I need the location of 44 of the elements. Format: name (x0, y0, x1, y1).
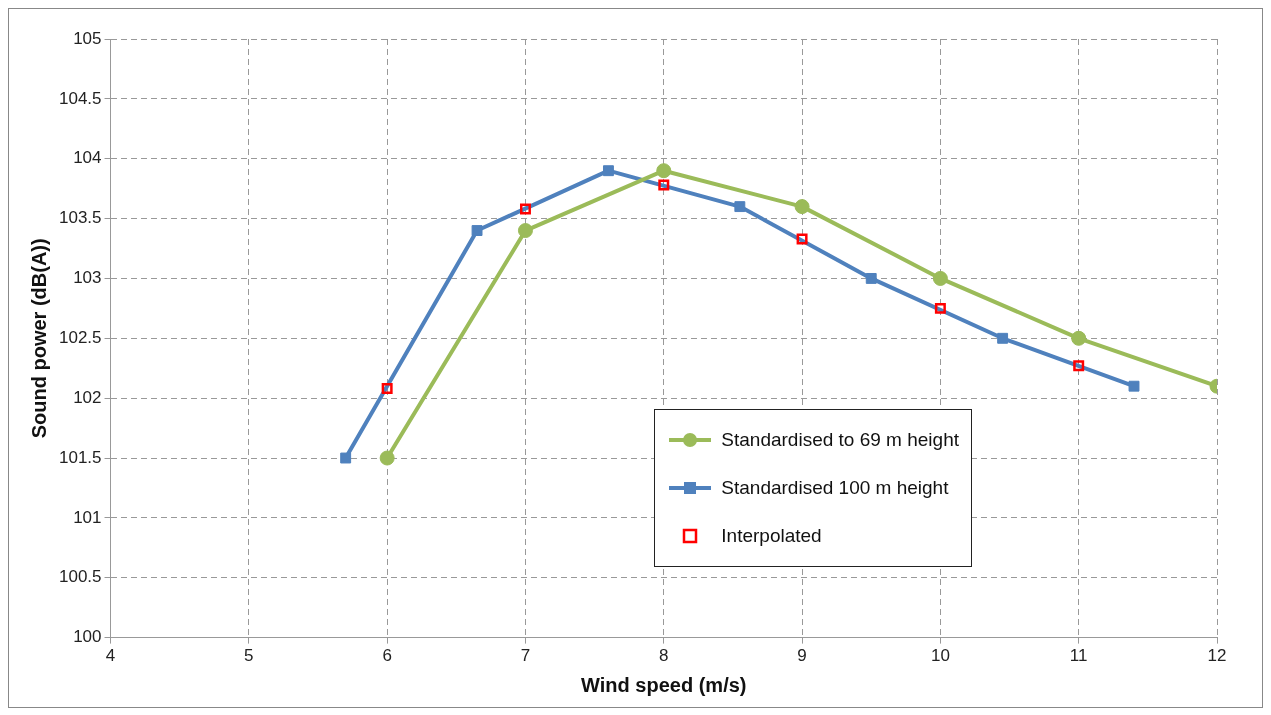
point (865, 272, 877, 284)
point (656, 163, 672, 179)
x-tick-label: 4 (105, 646, 116, 666)
x-tick-label: 10 (930, 646, 950, 666)
point (519, 203, 531, 215)
y-tick-label: 104 (73, 148, 102, 168)
x-tick-label: 6 (382, 646, 392, 666)
x-tick-label: 5 (244, 646, 254, 666)
point (932, 270, 948, 286)
point (734, 201, 746, 213)
x-tick-label: 11 (1069, 646, 1088, 666)
point (381, 383, 393, 395)
x-axis-title: Wind speed (m/s) (581, 673, 747, 696)
point (794, 199, 810, 215)
point (379, 450, 395, 466)
point (997, 332, 1009, 344)
point (1071, 330, 1087, 346)
legend-label: Standardised 100 m height (721, 477, 949, 499)
y-tick-label: 103 (73, 268, 102, 288)
point (471, 225, 483, 236)
x-tick-label: 8 (659, 646, 669, 666)
y-tick-label: 105 (73, 28, 102, 48)
y-tick-label: 102 (73, 387, 102, 407)
point (517, 223, 533, 239)
point (796, 233, 808, 245)
x-tick-label: 9 (797, 646, 807, 666)
point (934, 302, 946, 314)
point (658, 179, 670, 191)
x-tick-label: 12 (1207, 646, 1227, 666)
y-tick-label: 100.5 (58, 567, 102, 587)
y-tick-label: 101 (73, 507, 102, 527)
point (340, 452, 352, 464)
x-tick-label: 7 (520, 646, 531, 666)
y-tick-label: 103.5 (58, 208, 102, 228)
legend-label: Interpolated (721, 525, 822, 547)
y-tick-label: 100 (73, 627, 102, 647)
y-tick-label: 101.5 (58, 447, 102, 467)
y-axis-title: Sound power (dB(A)) (27, 238, 50, 439)
point (1128, 380, 1140, 392)
y-tick-label: 102.5 (58, 327, 102, 347)
y-tick-label: 104.5 (58, 88, 102, 108)
legend-label: Standardised to 69 m height (721, 429, 959, 451)
point (603, 165, 614, 177)
point (1073, 360, 1085, 372)
